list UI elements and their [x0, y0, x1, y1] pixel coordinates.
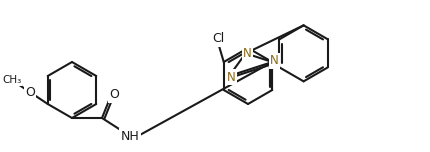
- Text: O: O: [25, 85, 35, 98]
- Text: N: N: [270, 55, 279, 67]
- Text: N: N: [243, 47, 252, 60]
- Text: Cl: Cl: [212, 33, 225, 45]
- Text: CH₃: CH₃: [2, 75, 22, 85]
- Text: O: O: [109, 88, 119, 102]
- Text: N: N: [227, 71, 236, 83]
- Text: NH: NH: [121, 130, 139, 143]
